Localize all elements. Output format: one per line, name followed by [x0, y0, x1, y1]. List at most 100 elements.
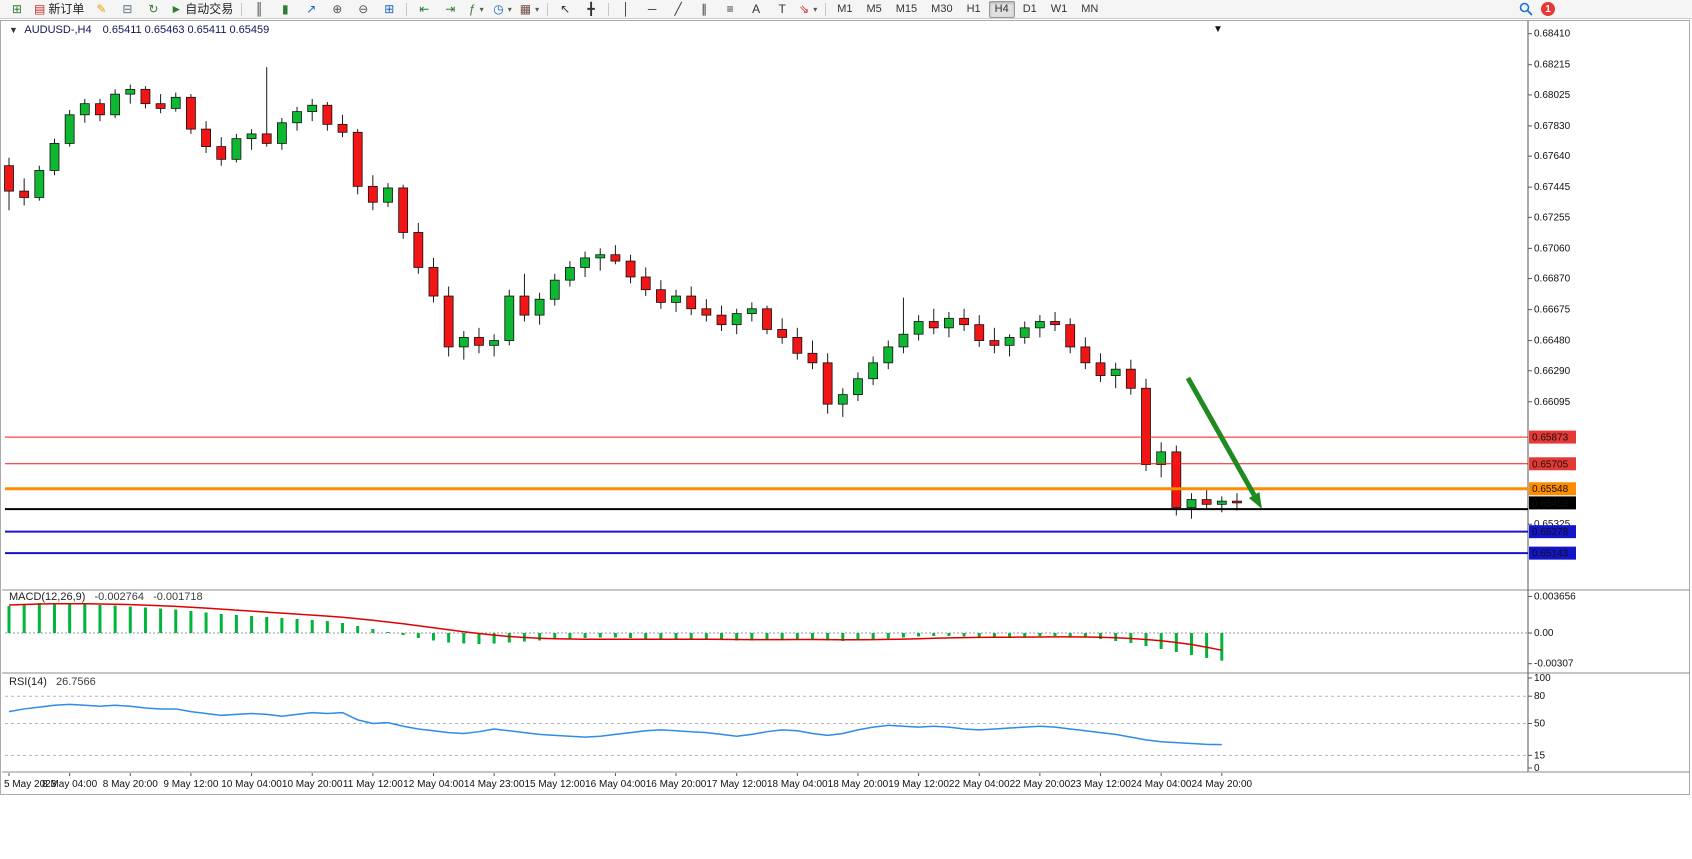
chart-shift-marker[interactable]: ▼	[1213, 24, 1223, 35]
timeframe-w1[interactable]: W1	[1050, 3, 1068, 15]
vertical-line-icon: │	[622, 1, 630, 16]
chart-bars-icon[interactable]: ║	[246, 0, 272, 19]
notification-badge[interactable]: 1	[1541, 2, 1555, 16]
candle	[231, 138, 242, 160]
refresh-icon: ↻	[148, 1, 159, 16]
metaeditor-icon[interactable]: ✎	[88, 0, 114, 19]
new-order-button[interactable]: ▤ 新订单	[30, 0, 88, 19]
chart-shift-icon[interactable]: ⇥	[437, 0, 463, 19]
price-lines-layer[interactable]: 0.65873 0.65705 0.65548 0.65459 0.65278 0.651…	[5, 430, 1576, 560]
candle	[610, 254, 621, 262]
candles-layer[interactable]	[4, 67, 1242, 519]
chart-candles-icon[interactable]: ▮	[272, 0, 298, 19]
label-icon[interactable]: T	[769, 0, 795, 19]
search-icon[interactable]	[1519, 2, 1533, 16]
price-axis: 0.68410 0.68215 0.68025 0.67830 0.67640 0.674…	[1528, 29, 1571, 530]
rsi-pane: 100 80 50 15 0	[5, 673, 1551, 774]
horizontal-line-icon[interactable]: ─	[639, 0, 665, 19]
chevron-down-icon[interactable]: ▾	[535, 4, 540, 14]
text-icon[interactable]: A	[743, 0, 769, 19]
tile-windows-icon[interactable]: ⊞	[376, 0, 402, 19]
print-icon[interactable]: ⊟	[114, 0, 140, 19]
timeframe-m30[interactable]: M30	[931, 3, 953, 15]
price-badge-label: 0.65143	[1532, 549, 1569, 560]
candle	[974, 324, 985, 341]
time-tick-label: 17 May 12:00	[706, 779, 767, 790]
chart-line-icon[interactable]: ↗	[298, 0, 324, 19]
channel-icon[interactable]: ∥	[691, 0, 717, 19]
price-tick-label: 0.66675	[1534, 305, 1571, 316]
candle	[383, 187, 393, 203]
zoom-out-icon: ⊖	[358, 1, 369, 16]
time-tick-label: 23 May 12:00	[1070, 779, 1131, 790]
timeframe-mn[interactable]: MN	[1081, 3, 1099, 15]
chevron-down-icon[interactable]: ▾	[813, 4, 818, 14]
refresh-icon[interactable]: ↻	[140, 0, 166, 19]
candle	[34, 170, 45, 198]
time-tick-label: 10 May 04:00	[221, 779, 282, 790]
cursor-icon[interactable]: ↖	[552, 0, 578, 19]
price-tick-label: 0.68215	[1534, 60, 1571, 71]
indicators-icon[interactable]: ƒ ▾	[463, 0, 489, 19]
price-tick-label: 0.66290	[1534, 366, 1571, 377]
timeframe-d1[interactable]: D1	[1022, 3, 1037, 15]
candle	[625, 260, 636, 278]
chevron-down-icon[interactable]: ▾	[507, 4, 512, 14]
text-icon: A	[752, 1, 761, 16]
price-tick-label: 0.67640	[1534, 151, 1571, 162]
auto-scroll-icon[interactable]: ⇤	[411, 0, 437, 19]
candle	[367, 185, 378, 203]
candle	[1080, 346, 1091, 364]
chevron-down-icon[interactable]: ▾	[479, 4, 484, 14]
time-tick-label: 18 May 20:00	[828, 779, 889, 790]
trend-arrow-annotation[interactable]	[1185, 376, 1262, 509]
candle	[701, 308, 712, 316]
candle	[534, 298, 545, 316]
zoom-out-icon[interactable]: ⊖	[350, 0, 376, 19]
autotrading-icon: ►	[170, 1, 183, 16]
zoom-in-icon[interactable]: ⊕	[324, 0, 350, 19]
vertical-line-icon[interactable]: │	[613, 0, 639, 19]
toolbar-separator	[825, 2, 827, 16]
timeframe-h1[interactable]: H1	[966, 3, 981, 15]
candle	[1232, 500, 1242, 504]
chart-candles-icon: ▮	[281, 1, 289, 16]
time-tick-label: 8 May 20:00	[103, 779, 158, 790]
rsi-axis-label: 0	[1534, 763, 1540, 774]
timeframe-h4[interactable]: H4	[988, 0, 1015, 18]
time-tick-label: 18 May 04:00	[767, 779, 828, 790]
candle	[276, 122, 287, 144]
new-chart-icon: ⊞	[11, 1, 23, 16]
print-icon: ⊟	[122, 1, 133, 16]
chart-window[interactable]: 0.68410 0.68215 0.68025 0.67830 0.67640 0.674…	[0, 20, 1690, 795]
timeframe-m15[interactable]: M15	[895, 3, 918, 15]
horizontal-line-icon: ─	[647, 1, 657, 16]
time-tick-label: 5 May 2023	[4, 779, 57, 790]
arrows-icon: ⇘	[799, 1, 810, 16]
price-tick-label: 0.67830	[1534, 121, 1571, 132]
templates-icon: ▦	[519, 1, 532, 16]
timeframe-m5[interactable]: M5	[866, 3, 882, 15]
candle	[428, 267, 439, 297]
arrows-icon[interactable]: ⇘ ▾	[795, 0, 821, 19]
candle	[640, 276, 651, 291]
new-chart-icon[interactable]: ⊞	[4, 0, 30, 19]
candle	[731, 313, 742, 326]
price-badge	[1529, 457, 1576, 471]
candle	[1065, 324, 1076, 348]
periods-icon[interactable]: ◷ ▾	[489, 0, 516, 19]
templates-icon[interactable]: ▦ ▾	[516, 0, 543, 19]
candle	[883, 346, 894, 364]
fibonacci-icon[interactable]: ≡	[717, 0, 743, 19]
candle	[671, 295, 681, 303]
autotrading-button[interactable]: ► 自动交易	[166, 0, 237, 19]
chart-canvas[interactable]: 0.68410 0.68215 0.68025 0.67830 0.67640 0.674…	[1, 21, 1691, 794]
timeframe-m1[interactable]: M1	[837, 3, 853, 15]
trendline-icon[interactable]: ╱	[665, 0, 691, 19]
time-tick-label: 15 May 12:00	[524, 779, 585, 790]
crosshair-icon[interactable]: ╋	[578, 0, 604, 19]
time-tick-label: 11 May 12:00	[343, 779, 403, 790]
time-tick-label: 9 May 12:00	[163, 779, 218, 790]
toolbar-separator	[406, 2, 408, 16]
